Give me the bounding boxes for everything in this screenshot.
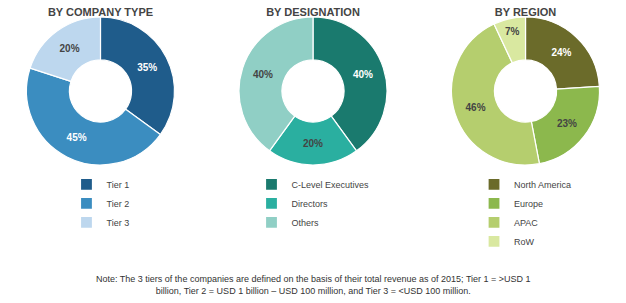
svg-text:C-Level Executives: C-Level Executives <box>292 180 370 190</box>
svg-text:40%: 40% <box>353 69 373 80</box>
svg-text:40%: 40% <box>253 69 273 80</box>
svg-text:Tier 3: Tier 3 <box>106 218 129 228</box>
svg-text:Europe: Europe <box>514 199 543 209</box>
svg-text:RoW: RoW <box>514 237 535 247</box>
svg-text:Directors: Directors <box>292 199 329 209</box>
svg-text:BY COMPANY TYPE: BY COMPANY TYPE <box>48 6 153 18</box>
svg-text:BY DESIGNATION: BY DESIGNATION <box>266 6 360 18</box>
svg-text:North America: North America <box>514 180 571 190</box>
svg-text:Tier 1: Tier 1 <box>106 180 129 190</box>
svg-text:20%: 20% <box>60 43 80 54</box>
svg-text:Note: The 3 tiers of the compa: Note: The 3 tiers of the companies are d… <box>96 274 531 296</box>
svg-text:23%: 23% <box>557 118 577 129</box>
svg-text:35%: 35% <box>137 62 157 73</box>
svg-text:24%: 24% <box>551 47 571 58</box>
svg-text:Tier 2: Tier 2 <box>106 199 129 209</box>
svg-text:Others: Others <box>292 218 320 228</box>
svg-text:20%: 20% <box>303 138 323 149</box>
svg-text:46%: 46% <box>465 102 485 113</box>
svg-text:7%: 7% <box>505 26 520 37</box>
svg-text:APAC: APAC <box>514 218 538 228</box>
svg-text:45%: 45% <box>67 132 87 143</box>
svg-text:BY REGION: BY REGION <box>495 6 557 18</box>
